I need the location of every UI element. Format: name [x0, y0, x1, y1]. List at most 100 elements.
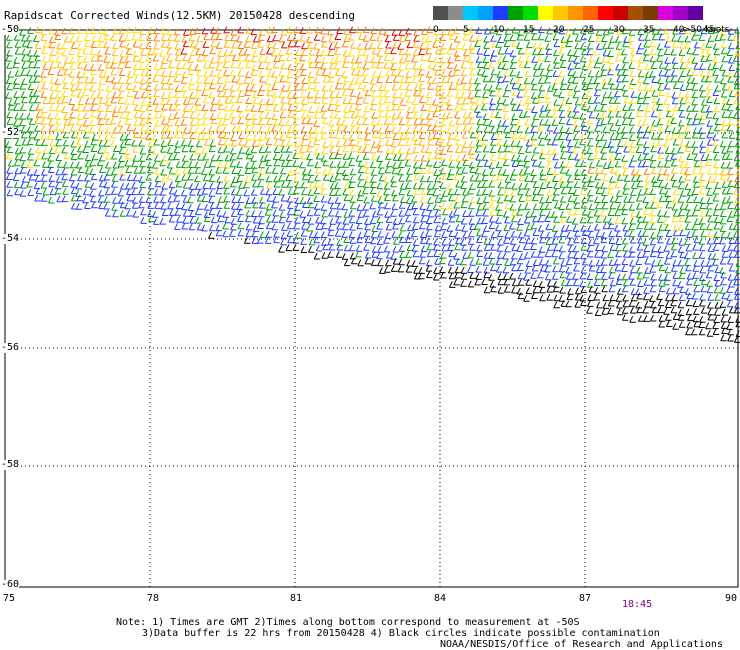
wind-barb: [404, 208, 411, 216]
wind-barb: [376, 145, 384, 153]
wind-barb: [496, 196, 504, 204]
wind-barb: [112, 161, 120, 169]
wind-barb: [208, 208, 216, 216]
wind-barb: [600, 258, 608, 266]
wind-barb: [602, 91, 610, 99]
wind-barb: [147, 202, 154, 209]
wind-barb: [600, 69, 607, 77]
wind-barb: [523, 155, 530, 162]
wind-barb: [362, 112, 369, 119]
wind-barb: [49, 84, 57, 92]
wind-barb: [363, 230, 371, 237]
wind-barb: [537, 215, 544, 223]
wind-barb: [517, 147, 525, 155]
wind-barb: [601, 196, 608, 203]
wind-barb: [665, 133, 672, 141]
wind-barb: [405, 119, 413, 126]
wind-barb: [572, 27, 579, 35]
wind-barb: [13, 104, 20, 111]
wind-barb: [446, 76, 454, 83]
wind-barb: [117, 62, 124, 69]
wind-barb: [280, 96, 287, 104]
wind-barb: [678, 215, 685, 223]
wind-barb: [567, 69, 574, 76]
wind-barb: [335, 251, 343, 258]
wind-barb: [139, 181, 146, 189]
wind-barb: [523, 167, 531, 175]
wind-barb: [523, 110, 531, 118]
wind-barb: [713, 153, 720, 161]
wind-barb: [488, 75, 496, 83]
wind-barb: [532, 259, 540, 266]
wind-barb: [406, 147, 413, 155]
wind-barb: [461, 195, 469, 203]
wind-barb: [257, 62, 265, 69]
wind-barb: [728, 237, 736, 244]
wind-barb: [439, 140, 447, 148]
wind-barb: [713, 124, 721, 132]
wind-barb: [385, 69, 392, 77]
wind-barb: [90, 110, 97, 118]
wind-barb: [63, 161, 70, 169]
wind-barb: [538, 138, 545, 146]
wind-barb: [635, 288, 642, 295]
wind-barb: [216, 154, 224, 162]
wind-barb: [537, 271, 544, 279]
wind-barb: [188, 126, 196, 133]
wind-barb: [712, 89, 719, 96]
wind-barb: [706, 197, 713, 204]
wind-barb: [684, 183, 691, 190]
wind-barb: [160, 27, 167, 35]
wind-barb: [642, 230, 649, 237]
wind-barb: [644, 257, 651, 265]
wind-barb: [509, 49, 517, 57]
wind-barb: [55, 168, 62, 176]
wind-barb: [615, 110, 622, 118]
wind-barb: [643, 168, 651, 175]
wind-barb: [19, 119, 26, 127]
wind-barb: [608, 96, 616, 104]
wind-barb: [616, 75, 623, 83]
wind-barb: [488, 257, 496, 265]
wind-barb: [208, 145, 216, 153]
wind-barb: [405, 138, 412, 146]
wind-barb: [355, 140, 363, 148]
wind-barb: [600, 146, 607, 154]
wind-barb: [434, 138, 442, 146]
wind-barb: [376, 238, 384, 246]
wind-barb: [133, 131, 140, 138]
wind-barb: [523, 216, 531, 224]
wind-barb: [490, 243, 497, 251]
wind-barb: [103, 33, 111, 41]
wind-barb: [483, 83, 490, 91]
wind-barb: [419, 203, 426, 210]
wind-barb: [334, 132, 342, 139]
wind-barb: [273, 76, 281, 84]
wind-barb: [181, 203, 188, 211]
wind-barb: [699, 70, 707, 77]
wind-barb: [55, 104, 62, 112]
wind-barb: [125, 77, 133, 85]
wind-barb: [362, 203, 369, 211]
wind-barb: [587, 153, 594, 161]
wind-barb: [539, 209, 546, 216]
wind-barb: [320, 111, 328, 119]
wind-barb: [70, 194, 78, 202]
wind-barb: [588, 285, 596, 293]
wind-barb: [153, 90, 160, 98]
wind-barb: [286, 71, 293, 78]
map-title: Rapidscat Corrected Winds(12.5KM) 201504…: [4, 9, 355, 22]
wind-barb: [483, 160, 491, 167]
wind-barb: [453, 133, 461, 141]
wind-barb: [525, 260, 533, 267]
legend-label: 30: [613, 25, 625, 35]
wind-barb: [42, 147, 50, 154]
wind-barb: [511, 215, 518, 223]
wind-barb: [40, 34, 47, 41]
wind-barb: [719, 286, 727, 294]
wind-barb: [596, 301, 603, 309]
wind-barb: [601, 245, 608, 253]
wind-barb: [733, 78, 740, 85]
wind-barb: [377, 246, 384, 253]
wind-barb: [684, 132, 691, 139]
